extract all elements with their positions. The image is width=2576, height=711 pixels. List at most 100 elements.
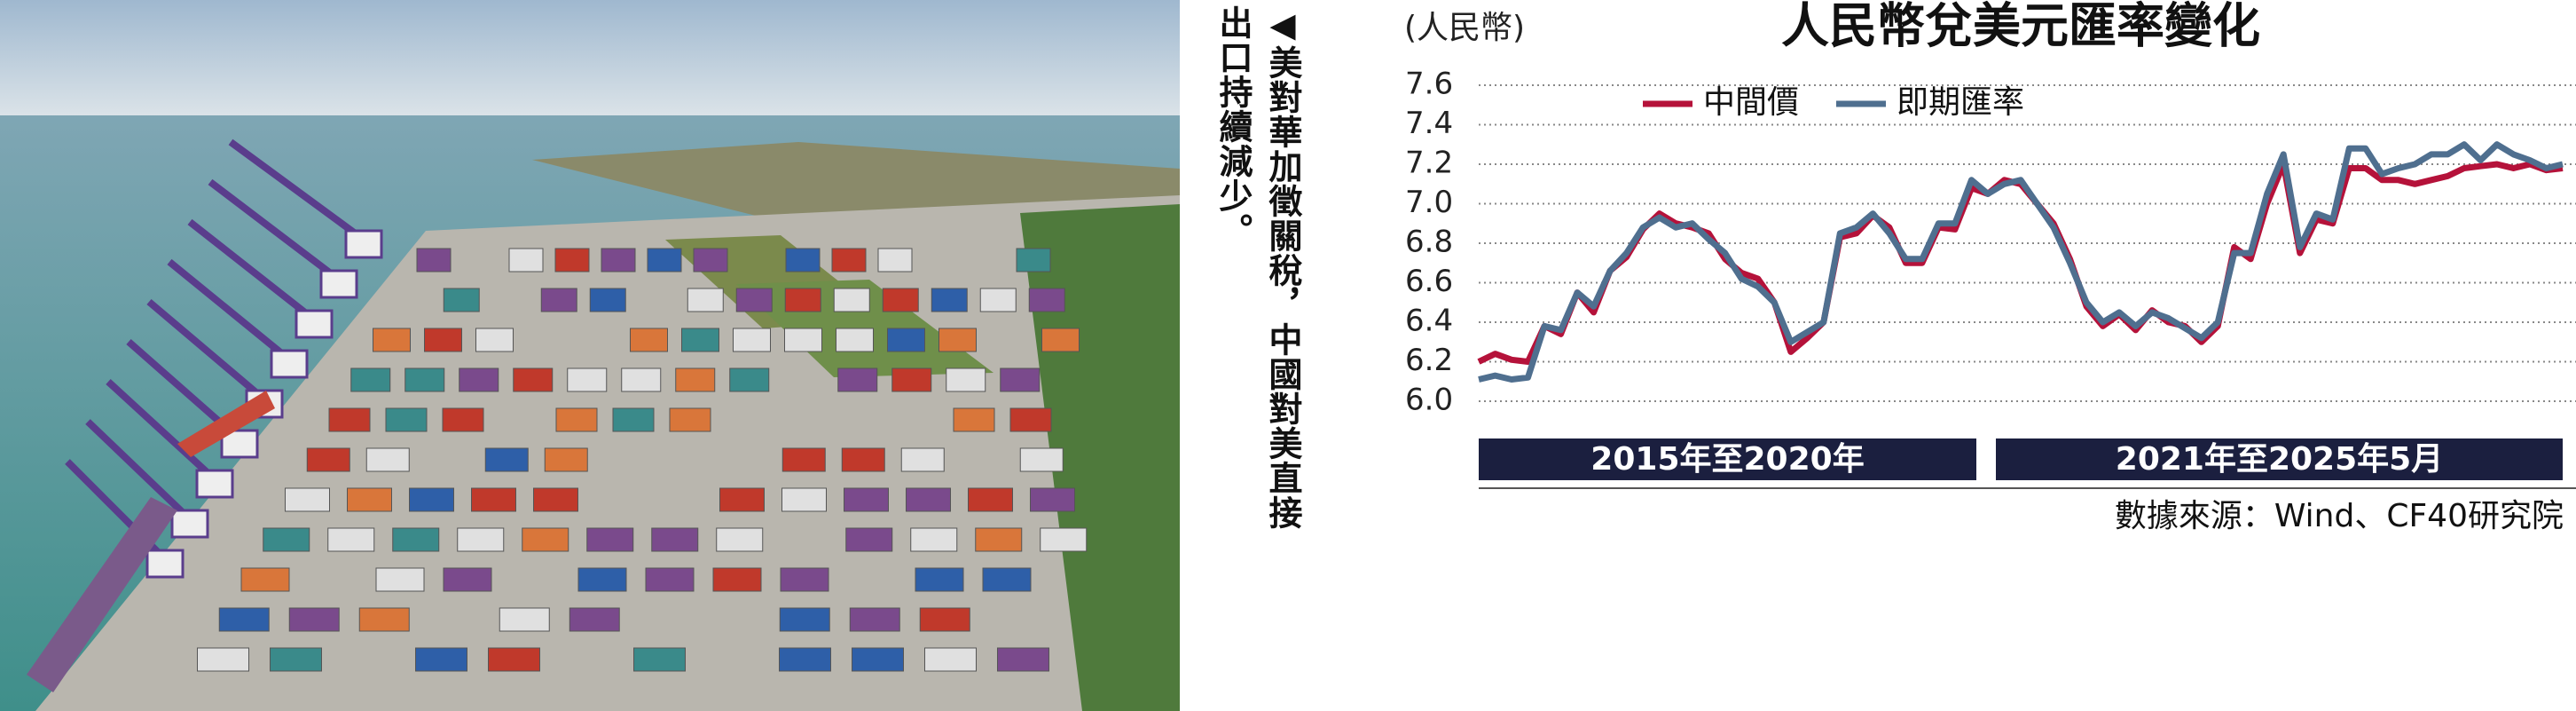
- crane: [106, 379, 217, 482]
- crane: [295, 309, 334, 339]
- container-stack: [784, 288, 821, 312]
- container-stack: [499, 607, 550, 632]
- container-stack: [630, 328, 668, 352]
- container-stack: [442, 407, 484, 432]
- container-stack: [975, 527, 1023, 552]
- period-bar: [1479, 438, 1976, 480]
- container-stack: [982, 567, 1032, 592]
- container-stack: [891, 367, 932, 392]
- y-tick-label: 7.2: [1405, 146, 1453, 181]
- photo: [0, 0, 1180, 711]
- container-stack: [979, 288, 1017, 312]
- container-stack: [459, 367, 499, 392]
- container-stack: [567, 367, 608, 392]
- period-label: 2015年至2020年: [1590, 441, 1864, 478]
- container-stack: [946, 367, 986, 392]
- container-stack: [327, 527, 375, 552]
- container-stack: [779, 647, 831, 672]
- container-stack: [669, 407, 711, 432]
- container-stack: [1009, 407, 1052, 432]
- container-stack: [416, 248, 452, 273]
- crane: [170, 509, 209, 539]
- crane: [270, 349, 309, 379]
- container-stack: [555, 407, 598, 432]
- container-stack: [347, 487, 392, 512]
- container-stack: [218, 607, 270, 632]
- y-tick-label: 6.8: [1405, 225, 1453, 260]
- crane: [344, 229, 383, 259]
- container-stack: [852, 647, 904, 672]
- container-stack: [681, 328, 719, 352]
- container-stack: [475, 328, 514, 352]
- legend-label: 中間價: [1703, 84, 1799, 121]
- container-stack: [1028, 288, 1065, 312]
- container-stack: [288, 607, 340, 632]
- crane: [167, 258, 292, 363]
- period-bar: [1996, 438, 2563, 480]
- y-tick-label: 6.2: [1405, 343, 1453, 378]
- container-stack: [647, 248, 682, 273]
- container-stack: [409, 487, 454, 512]
- container-stack: [781, 487, 827, 512]
- container-stack: [358, 607, 410, 632]
- container-stack: [645, 567, 695, 592]
- container-stack: [887, 328, 925, 352]
- container-stack: [415, 647, 467, 672]
- line-series: [1478, 141, 2564, 383]
- crane: [195, 469, 234, 499]
- container-stack: [373, 328, 411, 352]
- container-stack: [716, 527, 764, 552]
- chart: (人民幣) 人民幣兌美元匯率變化 數據來源：Wind、CF40研究院 7.6 7.…: [1404, 0, 2576, 534]
- line-series: [1477, 161, 2564, 365]
- container-stack: [240, 567, 290, 592]
- container-stack: [263, 527, 310, 552]
- container-stack: [424, 328, 462, 352]
- legend-label: 即期匯率: [1897, 84, 2024, 121]
- period-label: 2021年至2025年5月: [2116, 441, 2443, 478]
- container-stack: [375, 567, 425, 592]
- container-stack: [841, 447, 885, 472]
- container-stack: [833, 288, 870, 312]
- container-stack: [1041, 328, 1080, 352]
- container-stack: [612, 407, 655, 432]
- crane: [187, 218, 317, 323]
- container-stack: [1016, 248, 1051, 273]
- container-stack: [488, 647, 540, 672]
- container-stack: [544, 447, 588, 472]
- container-stack: [779, 607, 830, 632]
- y-tick-label: 6.6: [1405, 264, 1453, 299]
- container-stack: [443, 288, 480, 312]
- container-stack: [693, 248, 728, 273]
- container-stack: [651, 527, 699, 552]
- y-tick-label: 7.6: [1405, 67, 1453, 102]
- container-stack: [601, 248, 636, 273]
- y-tick-label: 6.0: [1405, 383, 1453, 418]
- container-stack: [350, 367, 391, 392]
- crane: [85, 419, 192, 522]
- container-stack: [633, 647, 686, 672]
- container-stack: [910, 527, 958, 552]
- container-stack: [785, 248, 821, 273]
- container-stack: [953, 407, 995, 432]
- container-stack: [733, 328, 771, 352]
- container-stack: [997, 647, 1049, 672]
- y-tick-label: 7.4: [1405, 106, 1453, 141]
- ship: [177, 391, 275, 457]
- cranes: [27, 138, 383, 692]
- container-stack: [385, 407, 428, 432]
- source: 數據來源：Wind、CF40研究院: [2115, 498, 2564, 534]
- containers: [197, 248, 1088, 672]
- container-stack: [712, 567, 762, 592]
- container-stack: [719, 487, 765, 512]
- crane: [228, 138, 366, 243]
- container-stack: [443, 567, 492, 592]
- container-stack: [837, 367, 878, 392]
- container-stack: [306, 447, 350, 472]
- container-stack: [919, 607, 970, 632]
- container-stack: [1030, 487, 1075, 512]
- container-stack: [780, 567, 829, 592]
- container-stack: [784, 328, 822, 352]
- container-stack: [836, 328, 874, 352]
- container-stack: [540, 288, 577, 312]
- crane: [319, 269, 358, 299]
